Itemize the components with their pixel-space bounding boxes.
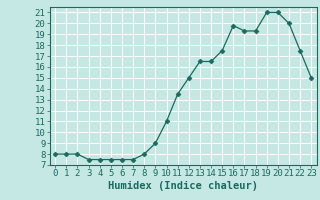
- X-axis label: Humidex (Indice chaleur): Humidex (Indice chaleur): [108, 181, 258, 191]
